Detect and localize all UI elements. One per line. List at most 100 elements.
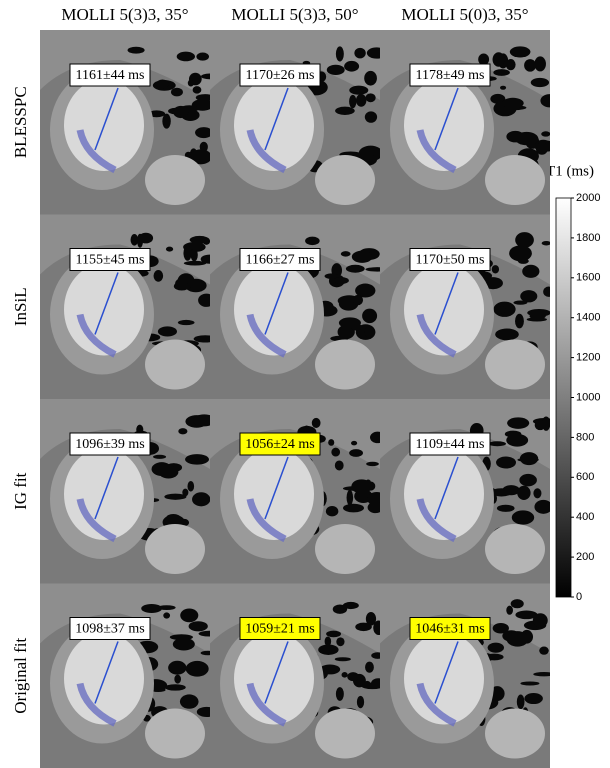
- dark-patch: [192, 492, 210, 507]
- dark-patch: [367, 501, 380, 514]
- tissue: [210, 399, 380, 469]
- dark-patch: [153, 270, 164, 282]
- dark-patch: [365, 612, 377, 626]
- dark-patch: [526, 317, 547, 322]
- dark-patch: [157, 605, 176, 611]
- label-box: [239, 63, 321, 87]
- label-box: [239, 617, 321, 640]
- dark-patch: [492, 623, 509, 634]
- dark-patch: [483, 277, 503, 290]
- dark-patch: [519, 473, 537, 487]
- dark-patch: [535, 142, 548, 155]
- label-box: [409, 617, 491, 640]
- dark-patch: [355, 283, 376, 298]
- dark-patch: [151, 462, 172, 477]
- dark-patch: [527, 308, 550, 317]
- organ: [145, 524, 205, 574]
- tissue: [40, 583, 210, 654]
- roi: [416, 313, 457, 358]
- dark-patch: [500, 85, 507, 90]
- tick-label: 1400: [576, 312, 600, 324]
- dark-patch: [163, 612, 171, 619]
- cell-label: 1096±39 ms: [75, 437, 145, 452]
- dark-patch: [365, 93, 376, 103]
- label-box: [69, 432, 151, 456]
- tissue: [210, 583, 380, 654]
- dark-patch: [180, 105, 199, 113]
- dark-patch: [342, 601, 359, 610]
- dark-patch: [373, 620, 380, 636]
- label-box: [239, 248, 321, 271]
- organ: [145, 708, 205, 759]
- dark-patch: [196, 52, 210, 61]
- dark-patch: [349, 94, 357, 109]
- roi: [246, 129, 287, 174]
- dark-patch: [174, 674, 181, 684]
- organ: [315, 339, 375, 390]
- dark-patch: [156, 79, 169, 89]
- dark-patch: [200, 650, 210, 656]
- dark-patch: [354, 47, 366, 59]
- dark-patch: [364, 680, 371, 687]
- dark-patch: [165, 246, 174, 252]
- dark-patch: [193, 335, 210, 343]
- label-box: [69, 617, 151, 640]
- cell-label: 1170±26 ms: [245, 68, 314, 83]
- dark-patch: [364, 70, 377, 86]
- dark-patch: [187, 480, 195, 492]
- dark-patch: [517, 485, 531, 500]
- cell-label: 1166±27 ms: [245, 253, 314, 268]
- cell-label: 1056±24 ms: [245, 437, 315, 452]
- mri-image: 1096±39 ms: [40, 399, 210, 584]
- dark-patch: [324, 636, 332, 647]
- roi: [416, 682, 457, 727]
- dark-patch: [331, 447, 341, 457]
- dark-patch: [335, 687, 344, 701]
- dark-patch: [324, 273, 338, 279]
- dark-patch: [192, 86, 202, 94]
- dark-patch: [541, 240, 550, 246]
- dark-patch: [347, 672, 359, 682]
- dark-patch: [510, 599, 524, 609]
- dark-patch: [530, 77, 550, 88]
- dark-patch: [524, 59, 537, 72]
- mri-image: 1170±50 ms: [380, 214, 550, 400]
- dark-patch: [541, 416, 550, 431]
- roi: [246, 682, 287, 727]
- mri-image: 1166±27 ms: [210, 214, 380, 400]
- pointer: [434, 87, 459, 151]
- dark-patch: [506, 631, 529, 647]
- label-box: [69, 63, 151, 87]
- colorbar: [555, 197, 572, 598]
- dark-patch: [516, 694, 525, 710]
- organ: [485, 339, 545, 390]
- dark-patch: [505, 59, 516, 71]
- dark-patch: [495, 328, 519, 341]
- dark-patch: [185, 660, 209, 677]
- dark-patch: [493, 69, 510, 76]
- dark-patch: [506, 433, 529, 447]
- dark-patch: [336, 637, 345, 647]
- dark-patch: [311, 417, 321, 428]
- dark-patch: [533, 488, 542, 499]
- roi: [416, 498, 457, 543]
- dark-patch: [364, 326, 375, 338]
- dark-patch: [509, 46, 531, 58]
- dark-patch: [178, 428, 188, 435]
- dark-patch: [492, 52, 505, 67]
- dark-patch: [524, 693, 543, 705]
- roi: [76, 498, 117, 543]
- dark-patch: [496, 456, 516, 469]
- dark-patch: [349, 85, 369, 95]
- row-label: InSiL: [11, 287, 30, 326]
- organ: [485, 155, 545, 205]
- dark-patch: [498, 306, 506, 314]
- dark-patch: [534, 56, 546, 72]
- dark-patch: [366, 461, 379, 467]
- pointer: [264, 456, 289, 520]
- dark-patch: [355, 93, 367, 107]
- tick-label: 1200: [576, 352, 600, 364]
- dark-patch: [137, 233, 144, 248]
- cell-label: 1059±21 ms: [245, 622, 315, 637]
- dark-patch: [189, 235, 210, 244]
